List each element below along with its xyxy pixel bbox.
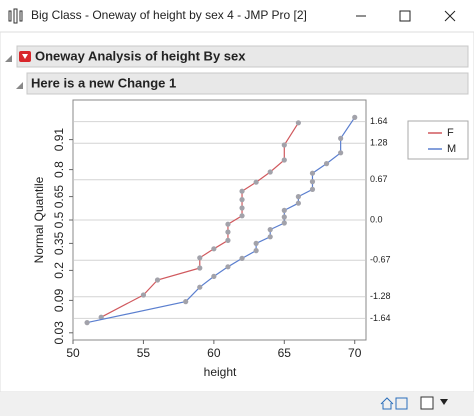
data-point [281,220,287,226]
y2-tick-label: -1.28 [370,291,391,301]
data-point [225,229,231,235]
title-bar [0,0,474,32]
status-bar [0,392,474,416]
y2-tick-label: 0.0 [370,214,383,224]
data-point [309,170,316,176]
data-point [323,161,330,167]
outline-subtitle: Here is a new Change 1 [31,75,176,90]
x-tick-label: 60 [207,346,221,360]
disclosure-icon[interactable] [5,55,12,62]
y-tick-label: 0.91 [52,128,66,152]
data-point [239,188,245,194]
data-point [352,114,358,120]
data-point [211,246,217,252]
data-point [281,157,287,163]
y-tick-label: 0.2 [52,262,66,279]
data-point [267,227,273,233]
data-point [225,264,231,270]
data-point [267,169,273,175]
y-tick-label: 0.03 [52,321,66,345]
x-axis-label: height [204,365,237,379]
data-point [154,277,161,283]
y-tick-label: 0.09 [52,288,66,312]
legend-label: F [447,127,454,139]
data-point [211,273,217,279]
data-point [253,248,259,254]
data-point [253,240,259,246]
y2-tick-label: 1.64 [370,116,388,126]
outline-header [16,45,469,68]
data-point [295,200,301,206]
y-tick-label: 0.8 [52,161,66,178]
data-point [239,213,245,219]
data-point [309,179,316,185]
data-point [197,265,203,271]
app-icon [8,8,23,24]
data-point [309,186,316,192]
y2-tick-label: 0.67 [370,174,388,184]
y-tick-label: 0.35 [52,231,66,255]
data-point [239,255,245,261]
y2-tick-label: -1.64 [370,313,391,323]
data-point [239,205,245,211]
y2-tick-label: 1.28 [370,138,388,148]
y-tick-label: 0.65 [52,185,66,209]
data-point [239,197,245,203]
data-point [197,284,203,290]
data-point [338,135,344,141]
view-button[interactable] [420,396,434,410]
x-tick-label: 70 [348,346,362,360]
y2-tick-label: -0.67 [370,255,391,265]
data-point [295,194,301,200]
y-tick-label: 0.5 [52,211,66,228]
x-tick-label: 50 [66,346,80,360]
data-point [140,292,147,298]
data-point [225,237,231,243]
data-point [281,142,287,148]
data-point [197,255,203,261]
data-point [281,207,287,213]
data-point [267,234,273,240]
data-point [225,221,231,227]
x-tick-label: 55 [137,346,151,360]
series-line [100,122,299,318]
data-point [183,299,189,305]
legend-label: M [447,143,456,155]
data-point [338,150,344,156]
data-point [98,314,104,320]
x-tick-label: 65 [278,346,292,360]
outline-header [26,72,469,95]
window-title: Big Class - Oneway of height by sex 4 - … [31,8,307,22]
home-button[interactable] [380,397,394,410]
window-list-button[interactable] [395,397,408,410]
series-line [86,117,356,324]
disclosure-icon[interactable] [16,82,23,89]
outline-title: Oneway Analysis of height By sex [35,48,246,63]
data-point [281,214,287,220]
data-point [295,120,301,126]
maximize-button[interactable] [399,10,411,22]
y-axis-label: Normal Quantile [32,176,46,263]
legend [407,120,469,160]
data-point [84,320,90,326]
menu-arrow [22,54,28,59]
data-point [253,179,259,185]
dropdown-button[interactable] [440,399,448,405]
close-button[interactable] [444,10,456,22]
